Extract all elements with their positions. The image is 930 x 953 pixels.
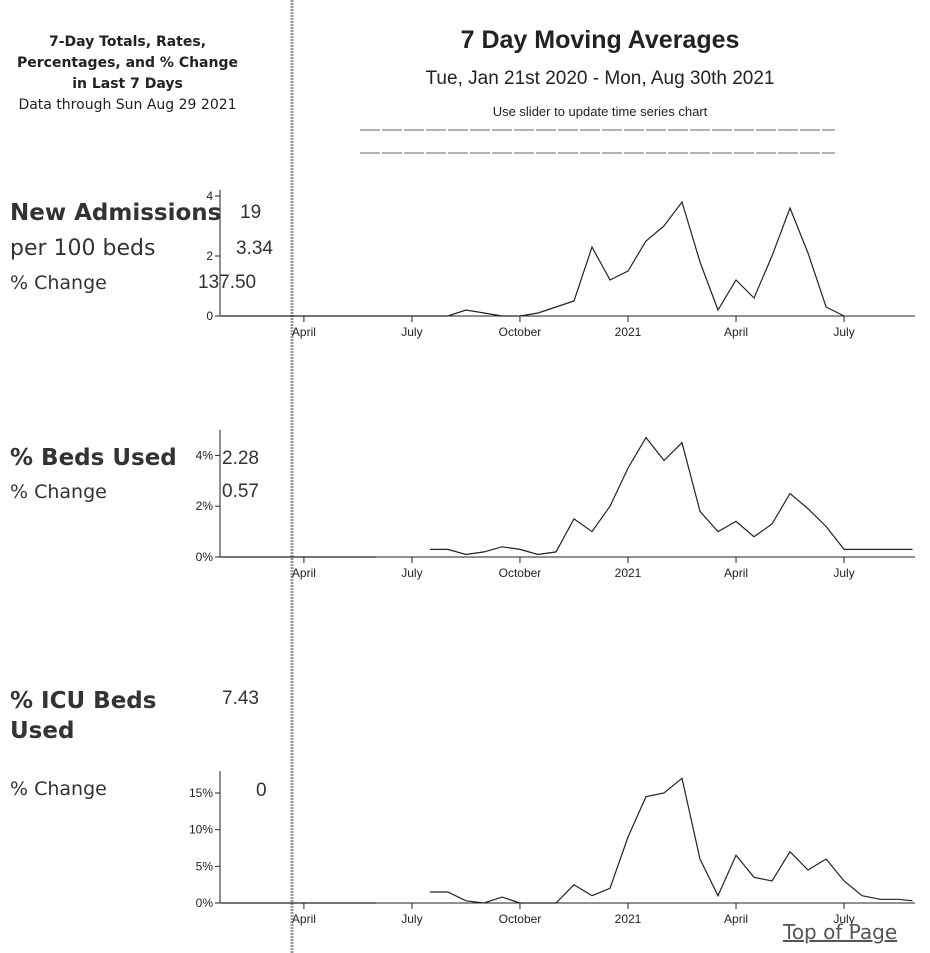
x-tick-label: 2021	[615, 325, 642, 339]
panel-value: 19	[240, 202, 262, 223]
x-tick-label: July	[833, 912, 854, 926]
line	[221, 200, 845, 317]
x-tick-label: October	[499, 325, 542, 339]
y-tick-label: 10%	[189, 823, 213, 837]
x-tick-label: 2021	[615, 566, 642, 580]
row-value: 3.34	[236, 238, 273, 259]
title: 7 Day Moving Averages	[461, 26, 740, 54]
row-value: 0.57	[222, 481, 259, 502]
x-tick-label: July	[401, 325, 422, 339]
x-tick-label: October	[499, 566, 542, 580]
left-header: 7-Day Totals, Rates, Percentages, and % …	[10, 32, 245, 116]
y-tick-label: 5%	[196, 859, 214, 873]
x-tick-label: April	[724, 325, 748, 339]
y-tick-label: 15%	[189, 786, 213, 800]
row-label: % Change	[10, 272, 107, 294]
line	[221, 777, 913, 904]
panel-title: New Admissions	[10, 200, 222, 226]
x-tick-label: April	[292, 566, 316, 580]
panel-value: 7.43	[222, 688, 259, 709]
slider-hint: Use slider to update time series chart	[493, 104, 708, 119]
x-tick-label: 2021	[615, 912, 642, 926]
x-tick-label: October	[499, 912, 542, 926]
row-label: % Change	[10, 778, 107, 800]
y-tick-label: 4%	[196, 448, 214, 462]
row-label: per 100 beds	[10, 236, 156, 261]
x-tick-label: April	[724, 912, 748, 926]
row-value: 0	[256, 780, 267, 801]
y-tick-label: 0%	[196, 550, 214, 564]
y-tick-label: 2	[206, 249, 213, 263]
row-label: % Change	[10, 481, 107, 503]
left-title: 7-Day Totals, Rates, Percentages, and % …	[17, 34, 238, 92]
left-note: Data through Sun Aug 29 2021	[18, 97, 237, 113]
top-link[interactable]: Top of Page	[783, 920, 898, 944]
panel-title: % ICU Beds Used	[10, 688, 157, 744]
line	[221, 436, 913, 558]
x-tick-label: April	[724, 566, 748, 580]
x-tick-label: July	[401, 912, 422, 926]
x-tick-label: July	[833, 566, 854, 580]
chart: 0 2 4 April July October 2021 April July	[206, 189, 915, 339]
y-tick-label: 2%	[196, 499, 214, 513]
slider[interactable]	[360, 129, 835, 154]
x-tick-label: April	[292, 912, 316, 926]
chart: 0% 5% 10% 15% April July October 2021 April July	[189, 771, 915, 926]
x-tick-label: April	[292, 325, 316, 339]
x-tick-label: July	[401, 566, 422, 580]
row-value: 137.50	[198, 272, 257, 293]
y-tick-label: 4	[206, 189, 213, 203]
y-tick-label: 0	[206, 309, 213, 323]
panel-value: 2.28	[222, 448, 259, 469]
chart: 0% 2% 4% April July October 2021 April July	[196, 430, 915, 580]
subtitle: Tue, Jan 21st 2020 - Mon, Aug 30th 2021	[426, 68, 775, 89]
x-tick-label: July	[833, 325, 854, 339]
y-tick-label: 0%	[196, 896, 214, 910]
panel-title: % Beds Used	[10, 445, 177, 471]
